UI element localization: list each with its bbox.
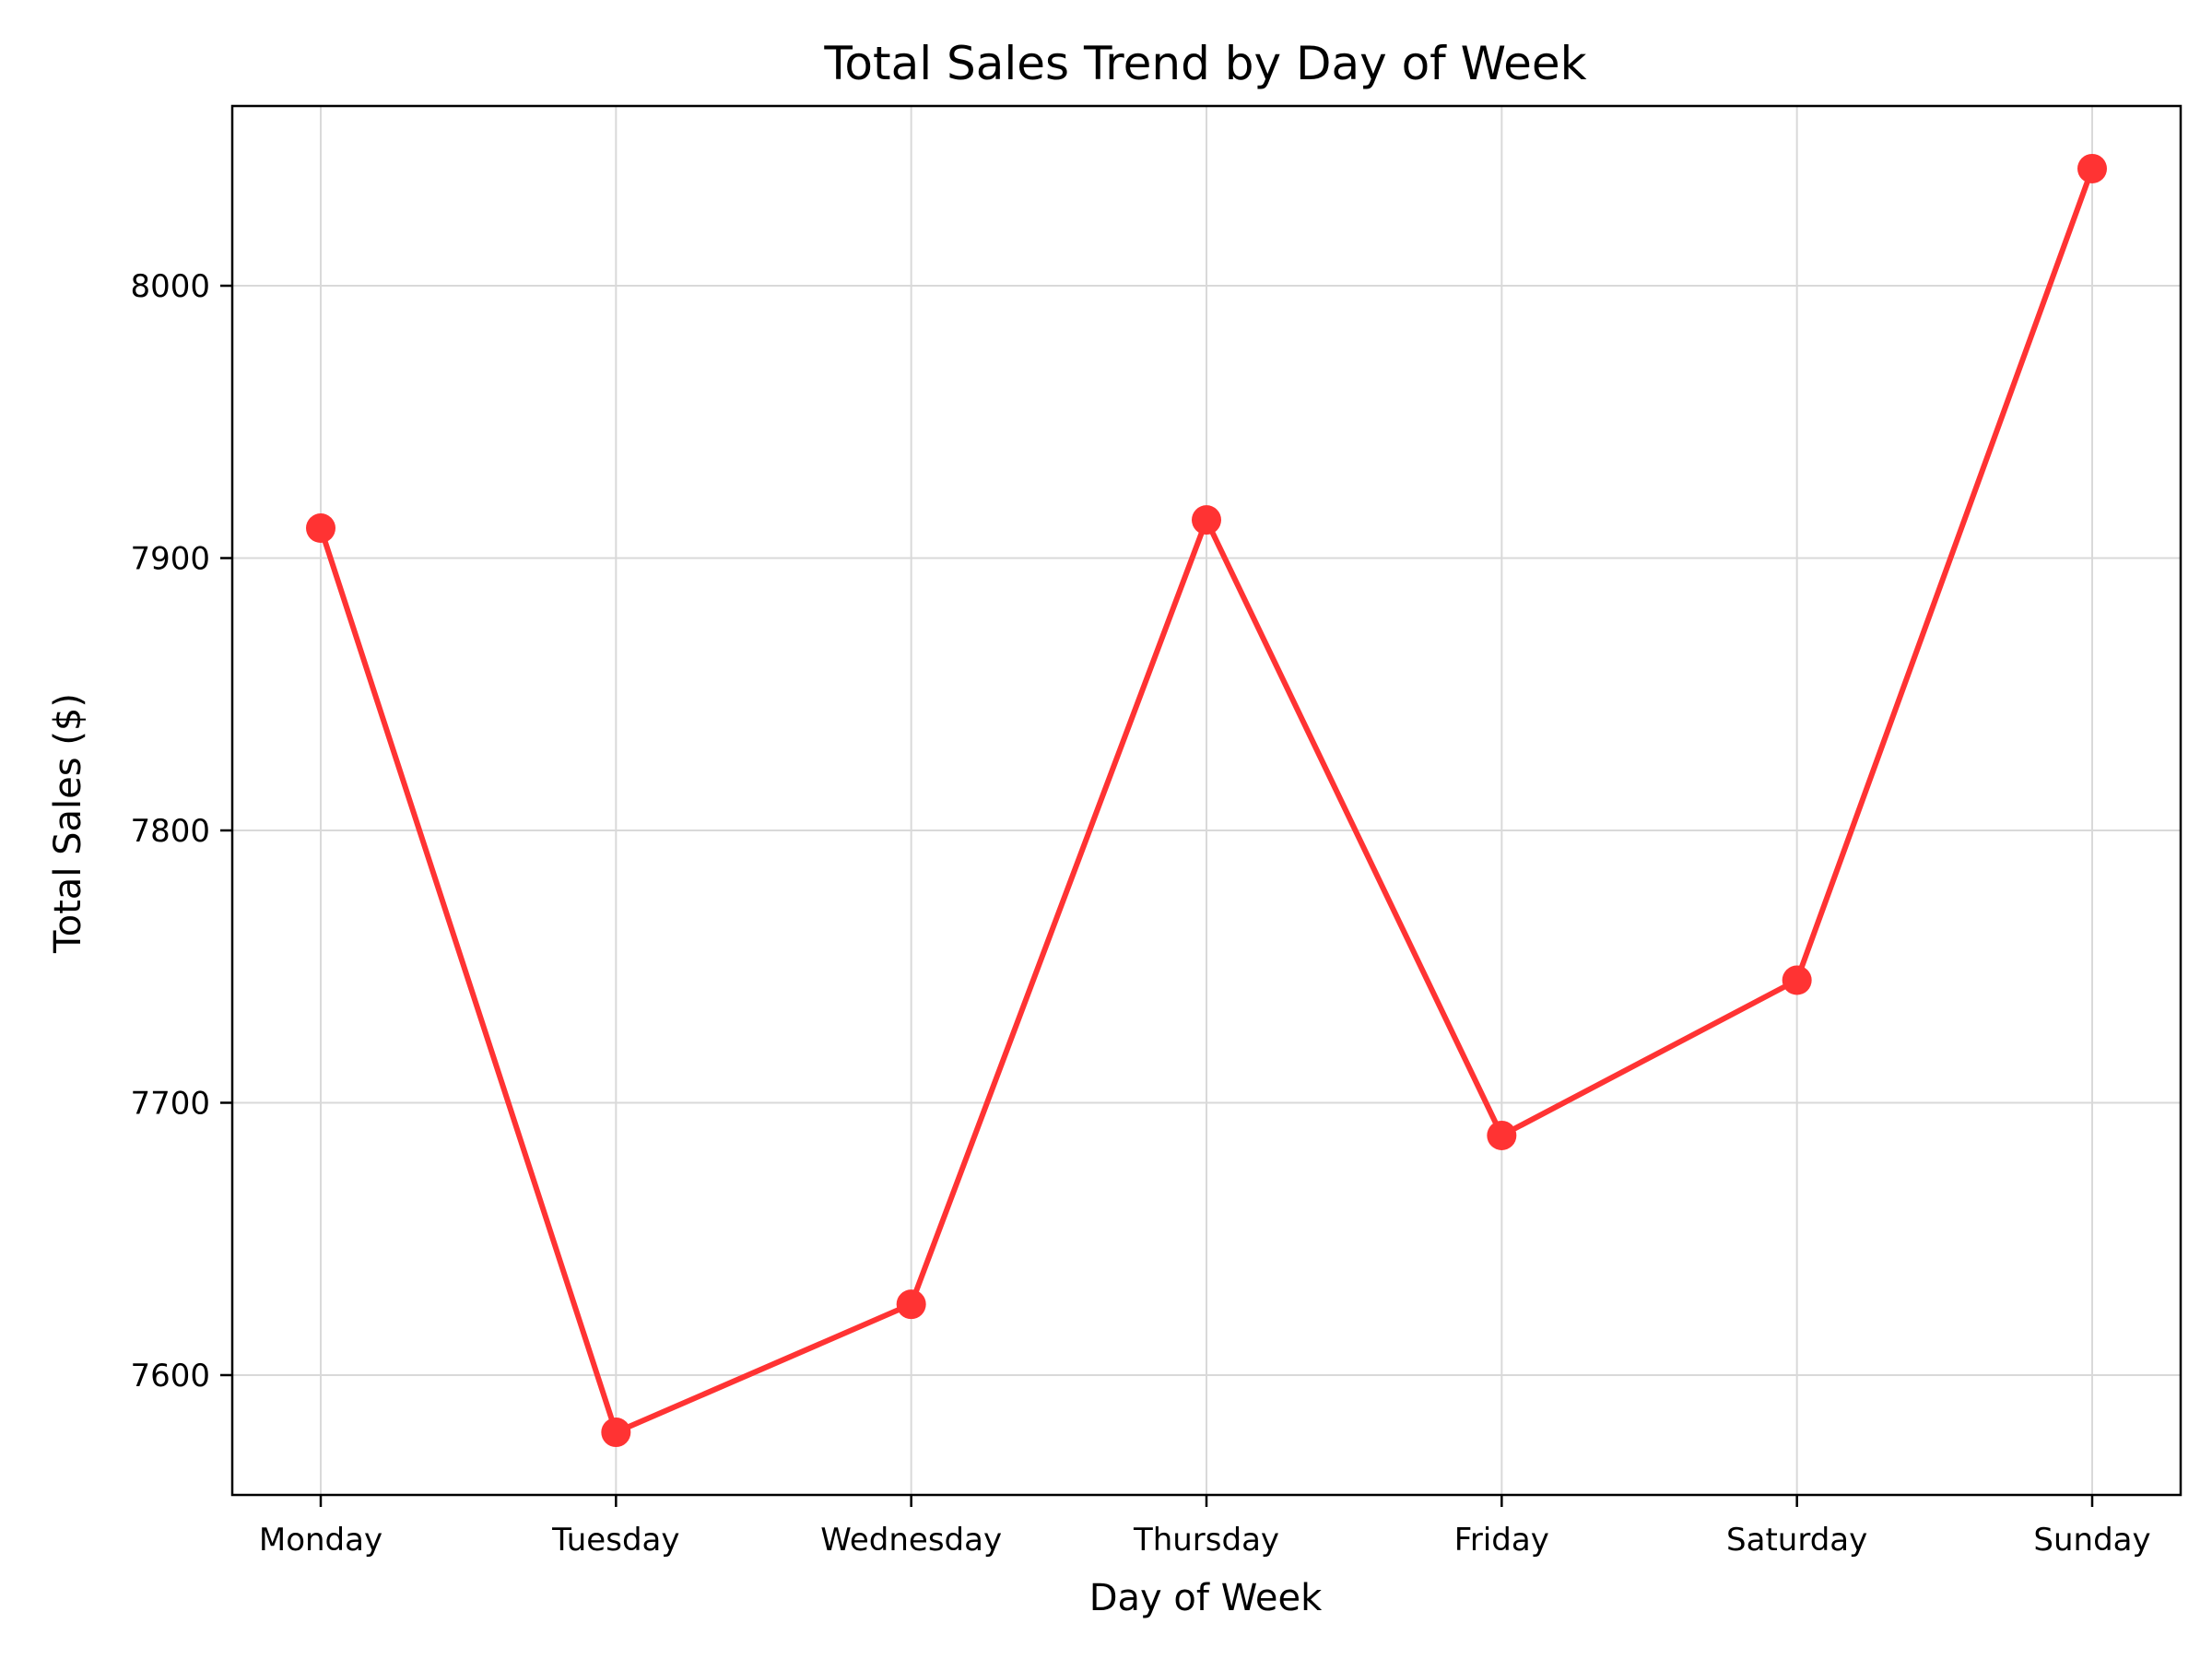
y-tick-label: 8000 <box>130 268 210 305</box>
y-tick-label: 7700 <box>130 1085 210 1122</box>
x-tick-label: Thursday <box>1133 1522 1279 1559</box>
data-point <box>896 1289 926 1320</box>
x-axis: Monday Tuesday Wednesday Thursday Friday Satu… <box>259 1495 2151 1559</box>
y-tick-label: 7800 <box>130 813 210 850</box>
x-tick-label: Saturday <box>1726 1522 1867 1559</box>
x-axis-label: Day of Week <box>1089 1577 1323 1619</box>
x-tick-label: Monday <box>259 1522 382 1559</box>
data-point <box>1192 505 1221 535</box>
x-tick-label: Friday <box>1454 1522 1549 1559</box>
data-point <box>2077 153 2107 183</box>
y-axis: 7600 7700 7800 7900 8000 <box>130 268 232 1394</box>
grid-lines <box>232 106 2181 1495</box>
data-point <box>1487 1120 1517 1150</box>
y-tick-label: 7600 <box>130 1358 210 1394</box>
data-point <box>306 513 335 544</box>
data-point <box>1782 965 1812 995</box>
data-point <box>601 1418 631 1448</box>
x-tick-label: Wednesday <box>820 1522 1002 1559</box>
x-tick-label: Tuesday <box>551 1522 679 1559</box>
data-points <box>306 153 2107 1448</box>
x-tick-label: Sunday <box>2033 1522 2150 1559</box>
chart-title: Total Sales Trend by Day of Week <box>823 37 1586 90</box>
y-axis-label: Total Sales ($) <box>47 693 89 954</box>
y-tick-label: 7900 <box>130 541 210 578</box>
